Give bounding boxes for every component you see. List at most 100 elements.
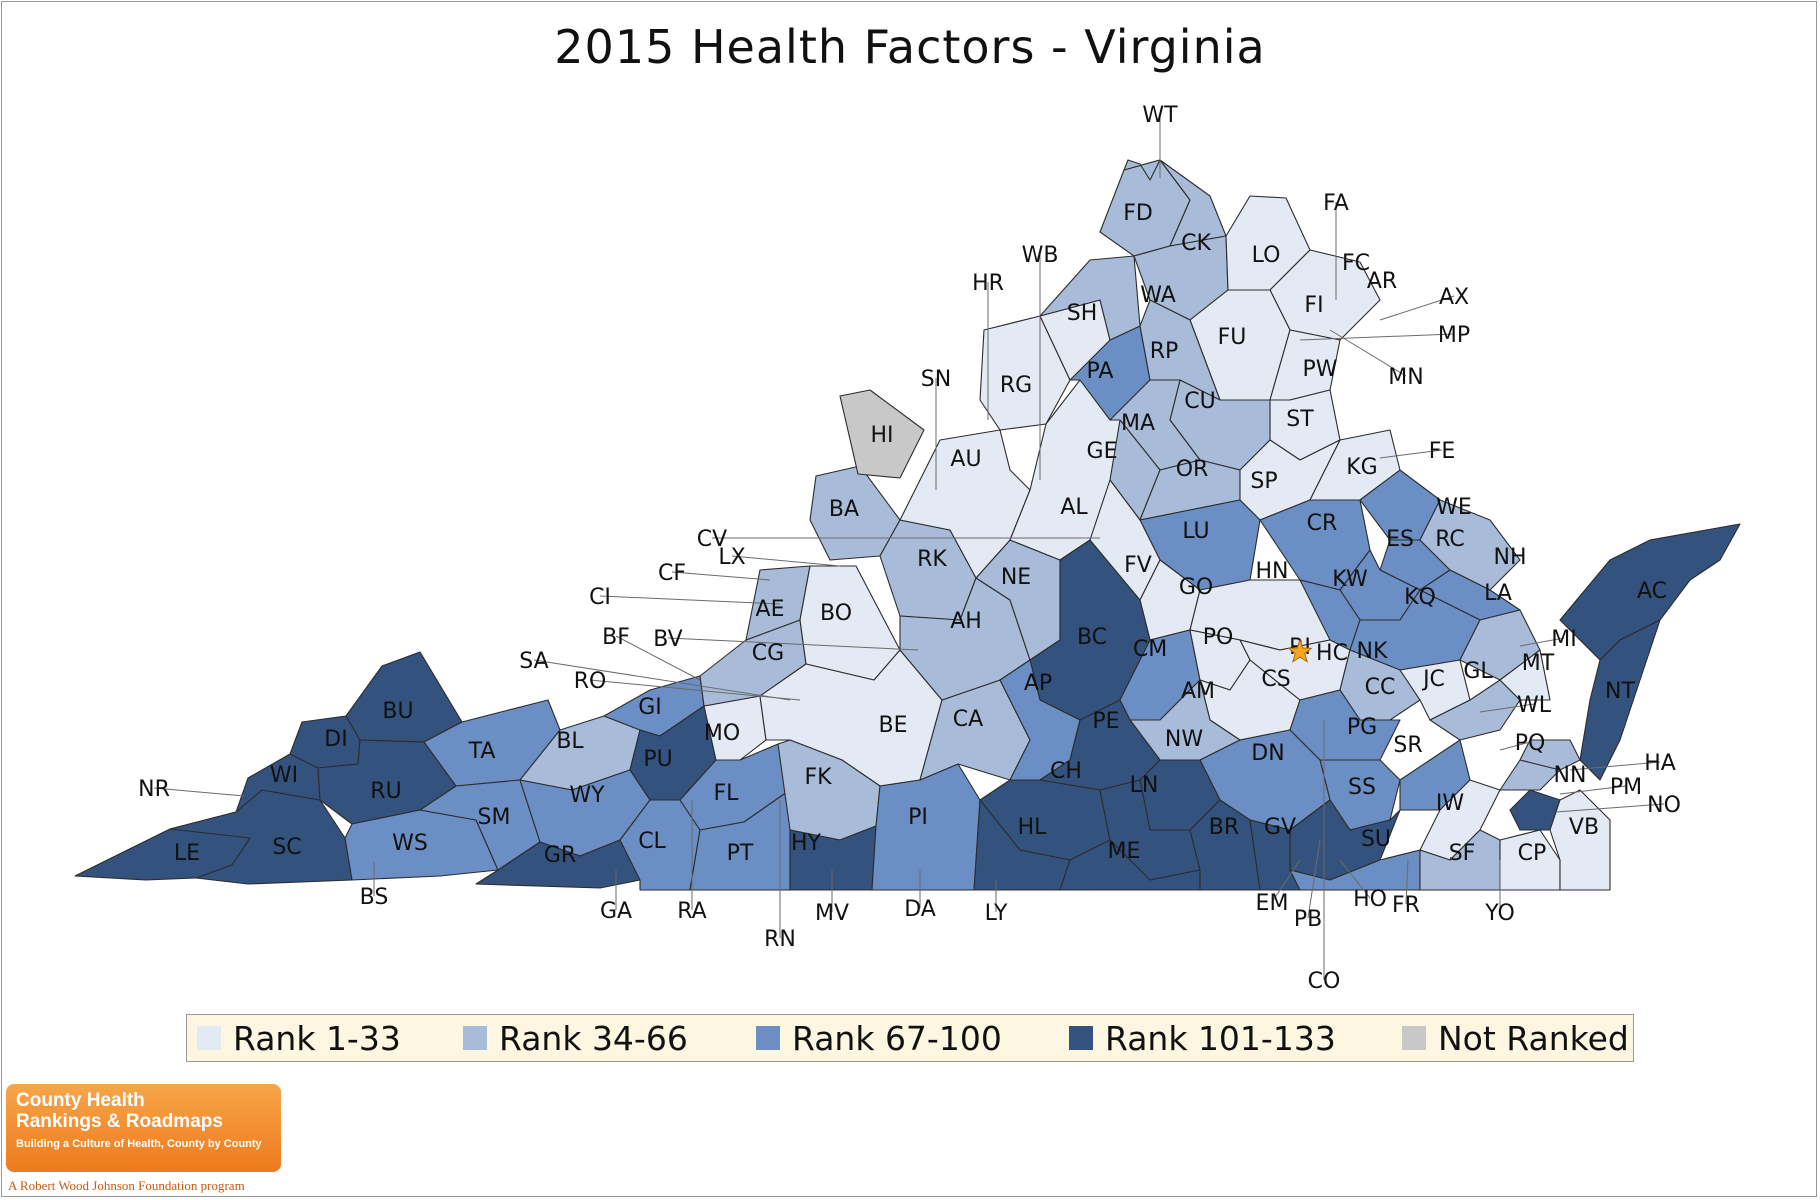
county-ha [1519, 739, 1581, 771]
county-label-sn: SN [921, 367, 951, 392]
county-label-am: AM [1181, 679, 1215, 704]
county-label-st: ST [1286, 407, 1314, 432]
county-label-sr: SR [1393, 733, 1422, 758]
county-label-nw: NW [1165, 727, 1203, 752]
county-label-wb: WB [1022, 243, 1059, 268]
county-label-lx: LX [718, 545, 745, 570]
county-label-cg: CG [752, 641, 784, 666]
legend: Rank 1-33 Rank 34-66 Rank 67-100 Rank 10… [186, 1014, 1634, 1062]
leader-line-ha [1569, 761, 1661, 771]
county-label-fu: FU [1218, 325, 1247, 350]
county-label-kw: KW [1332, 567, 1368, 592]
county-label-sa: SA [519, 649, 548, 674]
county-hy [789, 825, 877, 891]
county-label-sc: SC [272, 835, 301, 860]
leader-line-mn [1329, 329, 1407, 377]
county-label-gv: GV [1264, 815, 1296, 840]
county-label-bs: BS [360, 885, 389, 910]
leader-line-fe [1379, 449, 1443, 459]
legend-swatch [756, 1026, 780, 1050]
county-label-ma: MA [1121, 411, 1155, 436]
county-label-mt: MT [1522, 651, 1555, 676]
county-wt [1123, 159, 1161, 181]
legend-item-rank-67-100: Rank 67-100 [756, 1015, 1069, 1061]
county-label-gr: GR [544, 843, 576, 868]
county-mi [1459, 609, 1541, 681]
county-label-fl: FL [714, 781, 740, 806]
county-label-di: DI [324, 727, 347, 752]
legend-swatch [197, 1026, 221, 1050]
county-label-kq: KQ [1404, 585, 1436, 610]
county-label-es: ES [1386, 527, 1414, 552]
county-label-ap: AP [1024, 671, 1052, 696]
legend-item-rank-34-66: Rank 34-66 [463, 1015, 756, 1061]
county-label-sf: SF [1449, 841, 1476, 866]
county-label-yo: YO [1484, 901, 1515, 926]
county-label-vb: VB [1569, 815, 1599, 840]
logo-title-line1: County Health [16, 1090, 145, 1111]
county-label-wi: WI [270, 763, 298, 788]
county-label-ha: HA [1644, 751, 1676, 776]
county-label-al: AL [1060, 495, 1088, 520]
leader-line-ax [1379, 295, 1455, 321]
county-label-fk: FK [804, 765, 832, 790]
county-label-cc: CC [1365, 675, 1396, 700]
county-label-hl: HL [1018, 815, 1048, 840]
county-nt [1579, 619, 1661, 781]
county-label-cp: CP [1518, 841, 1547, 866]
county-label-ba: BA [829, 497, 859, 522]
county-label-lu: LU [1182, 519, 1209, 544]
leader-line-cf [671, 571, 771, 581]
county-mt [1499, 649, 1551, 701]
legend-item-not-ranked: Not Ranked [1402, 1015, 1629, 1061]
legend-swatch [1069, 1026, 1093, 1050]
leader-line-pb [1307, 839, 1321, 919]
county-label-hr: HR [972, 271, 1004, 296]
county-label-ci: CI [589, 585, 611, 610]
county-label-pt: PT [727, 841, 754, 866]
county-label-ly: LY [985, 901, 1008, 926]
county-label-fa: FA [1323, 191, 1349, 216]
county-label-wt: WT [1142, 103, 1178, 128]
legend-label: Rank 34-66 [499, 1018, 688, 1058]
county-label-pb: PB [1294, 907, 1322, 932]
county-health-rankings-logo[interactable]: County Health Rankings & Roadmaps Buildi… [6, 1084, 281, 1172]
leader-line-em [1271, 859, 1301, 903]
county-label-iw: IW [1436, 791, 1464, 816]
leader-line-mp [1299, 333, 1455, 341]
county-label-da: DA [904, 897, 936, 922]
county-gv [1249, 819, 1301, 891]
leader-line-fr [1405, 859, 1409, 905]
legend-item-rank-1-33: Rank 1-33 [197, 1015, 463, 1061]
county-label-la: LA [1484, 581, 1512, 606]
county-label-su: SU [1361, 827, 1391, 852]
county-label-hi: HI [870, 423, 893, 448]
county-label-co: CO [1308, 969, 1341, 994]
county-label-ah: AH [950, 609, 982, 634]
county-label-fc: FC [1342, 251, 1370, 276]
county-hi [839, 389, 925, 479]
county-label-ca: CA [953, 707, 983, 732]
logo-tagline: Building a Culture of Health, County by … [16, 1138, 262, 1150]
county-label-cv: CV [697, 527, 727, 552]
county-label-kg: KG [1346, 455, 1377, 480]
county-label-rk: RK [917, 547, 947, 572]
county-label-cs: CS [1261, 667, 1290, 692]
star-icon [1287, 638, 1313, 663]
county-label-po: PO [1203, 625, 1234, 650]
county-label-ss: SS [1348, 775, 1376, 800]
county-label-hc: HC [1316, 641, 1348, 666]
county-label-ch: CH [1050, 759, 1082, 784]
leader-line-wl [1479, 703, 1535, 713]
county-label-ge: GE [1087, 439, 1118, 464]
logo-footer: A Robert Wood Johnson Foundation program [8, 1178, 245, 1193]
county-label-pa: PA [1087, 359, 1114, 384]
county-label-ta: TA [468, 739, 496, 764]
leader-line-sa [533, 659, 791, 701]
legend-swatch [463, 1026, 487, 1050]
label-leader-lines [153, 114, 1665, 980]
county-vb [1549, 789, 1611, 891]
county-label-ar: AR [1367, 269, 1397, 294]
